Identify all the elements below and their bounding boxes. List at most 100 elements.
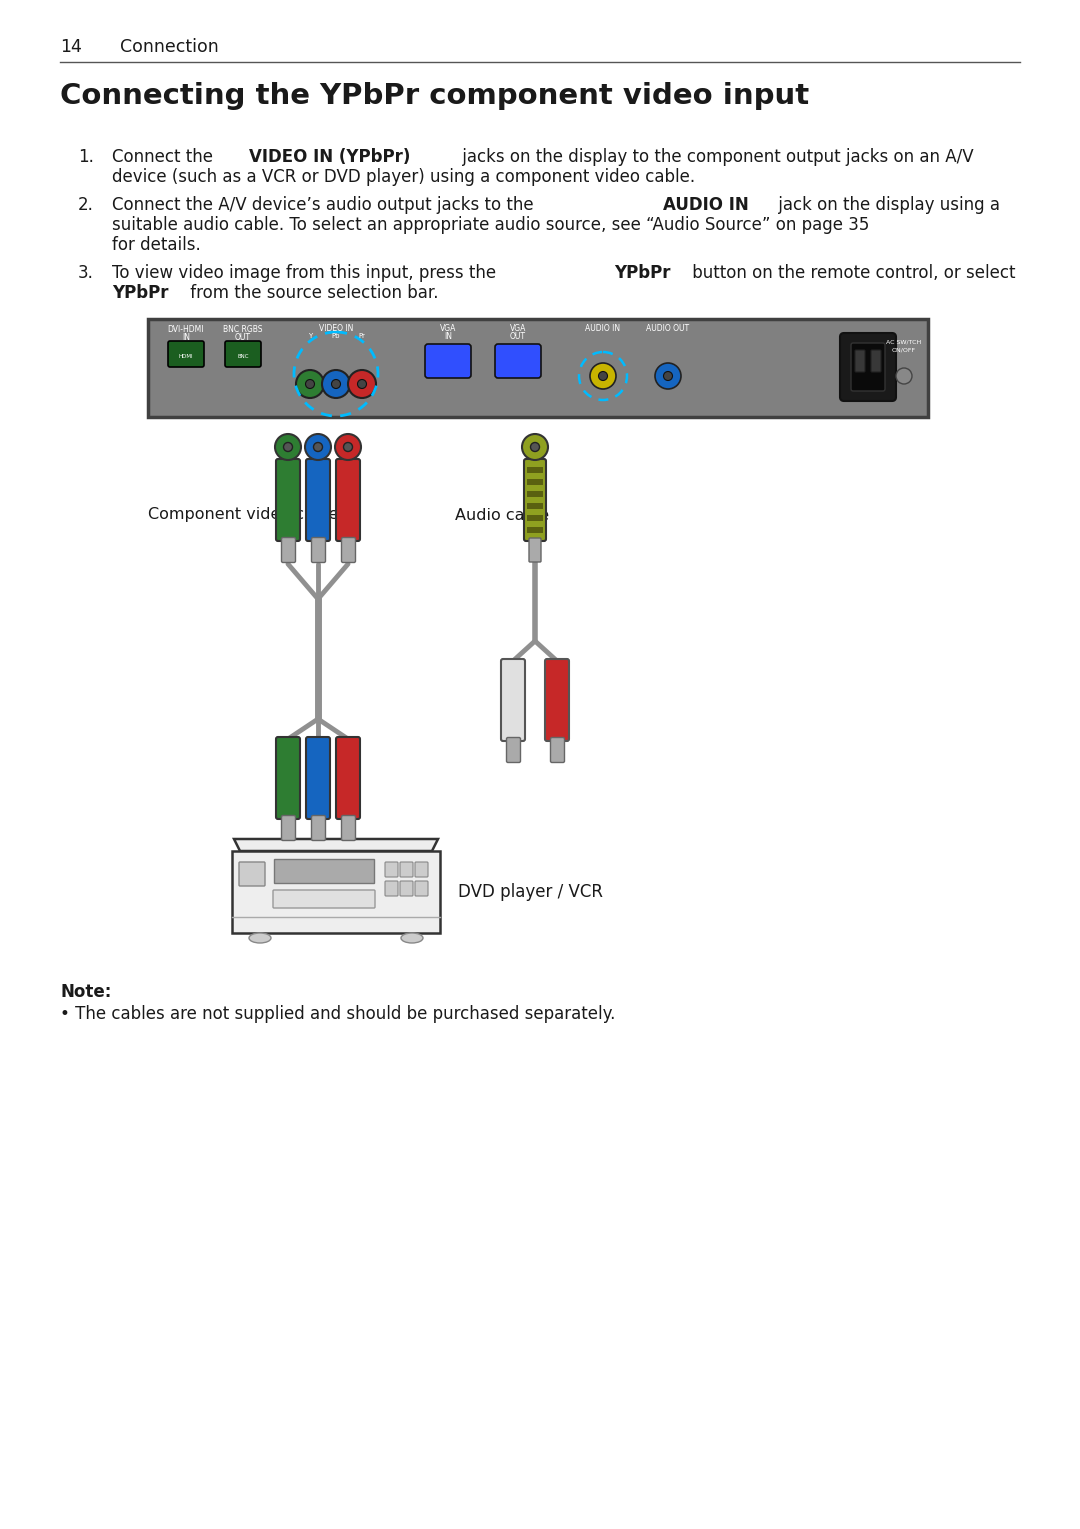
FancyBboxPatch shape xyxy=(341,538,355,563)
FancyBboxPatch shape xyxy=(855,350,865,372)
Polygon shape xyxy=(234,839,438,852)
Bar xyxy=(527,503,543,509)
Ellipse shape xyxy=(401,933,423,943)
FancyBboxPatch shape xyxy=(336,737,360,820)
Text: DVI-HDMI: DVI-HDMI xyxy=(167,326,204,333)
Text: Connect the A/V device’s audio output jacks to the: Connect the A/V device’s audio output ja… xyxy=(112,196,539,214)
Bar xyxy=(527,466,543,472)
Text: OUT: OUT xyxy=(235,333,251,342)
Bar xyxy=(527,491,543,497)
Circle shape xyxy=(663,372,673,381)
Text: IN: IN xyxy=(183,333,190,342)
Text: BNC RGBS: BNC RGBS xyxy=(224,326,262,333)
FancyBboxPatch shape xyxy=(507,737,521,763)
Text: To view video image from this input, press the: To view video image from this input, pre… xyxy=(112,265,501,281)
Circle shape xyxy=(348,370,376,398)
FancyBboxPatch shape xyxy=(311,815,325,841)
Text: button on the remote control, or select: button on the remote control, or select xyxy=(687,265,1016,281)
Text: VIDEO IN: VIDEO IN xyxy=(319,324,353,333)
Text: YPbPr: YPbPr xyxy=(112,284,168,303)
FancyBboxPatch shape xyxy=(273,890,375,908)
FancyBboxPatch shape xyxy=(501,659,525,742)
Text: 1.: 1. xyxy=(78,148,94,167)
FancyBboxPatch shape xyxy=(225,341,261,367)
Text: IN: IN xyxy=(444,332,453,341)
Text: • The cables are not supplied and should be purchased separately.: • The cables are not supplied and should… xyxy=(60,1005,616,1023)
Circle shape xyxy=(896,368,912,384)
FancyBboxPatch shape xyxy=(336,459,360,541)
FancyBboxPatch shape xyxy=(232,852,440,933)
Circle shape xyxy=(590,362,616,388)
FancyBboxPatch shape xyxy=(495,344,541,378)
Circle shape xyxy=(357,379,366,388)
FancyBboxPatch shape xyxy=(384,881,399,896)
Text: Audio cable: Audio cable xyxy=(455,508,549,523)
FancyBboxPatch shape xyxy=(870,350,881,372)
Text: jack on the display using a: jack on the display using a xyxy=(773,196,1000,214)
Bar xyxy=(527,479,543,485)
Text: OUT: OUT xyxy=(510,332,526,341)
Bar xyxy=(527,528,543,534)
Text: Component video cable: Component video cable xyxy=(148,508,338,523)
FancyBboxPatch shape xyxy=(529,538,541,563)
Text: AUDIO IN: AUDIO IN xyxy=(663,196,748,214)
FancyBboxPatch shape xyxy=(415,881,428,896)
Circle shape xyxy=(306,379,314,388)
FancyBboxPatch shape xyxy=(148,320,928,417)
Text: Connection: Connection xyxy=(120,38,219,57)
Text: ON/OFF: ON/OFF xyxy=(892,347,916,352)
Text: Pr: Pr xyxy=(359,333,365,339)
Bar xyxy=(527,515,543,521)
Text: Connect the: Connect the xyxy=(112,148,218,167)
Text: from the source selection bar.: from the source selection bar. xyxy=(185,284,438,303)
FancyBboxPatch shape xyxy=(168,341,204,367)
FancyBboxPatch shape xyxy=(551,737,565,763)
Circle shape xyxy=(530,442,540,451)
FancyBboxPatch shape xyxy=(545,659,569,742)
Ellipse shape xyxy=(249,933,271,943)
FancyBboxPatch shape xyxy=(341,815,355,841)
FancyBboxPatch shape xyxy=(274,859,374,884)
Circle shape xyxy=(275,434,301,460)
Circle shape xyxy=(343,442,352,451)
Text: jacks on the display to the component output jacks on an A/V: jacks on the display to the component ou… xyxy=(457,148,974,167)
FancyBboxPatch shape xyxy=(840,333,896,401)
Circle shape xyxy=(332,379,340,388)
FancyBboxPatch shape xyxy=(524,459,546,541)
Text: suitable audio cable. To select an appropriate audio source, see “Audio Source” : suitable audio cable. To select an appro… xyxy=(112,216,869,234)
Circle shape xyxy=(313,442,323,451)
Circle shape xyxy=(322,370,350,398)
Circle shape xyxy=(305,434,330,460)
Text: Note:: Note: xyxy=(60,983,111,1001)
Circle shape xyxy=(335,434,361,460)
Circle shape xyxy=(283,442,293,451)
Circle shape xyxy=(598,372,607,381)
FancyBboxPatch shape xyxy=(239,862,265,885)
FancyBboxPatch shape xyxy=(306,459,330,541)
Text: BNC: BNC xyxy=(238,353,248,358)
Text: VIDEO IN (YPbPr): VIDEO IN (YPbPr) xyxy=(249,148,410,167)
FancyBboxPatch shape xyxy=(276,737,300,820)
FancyBboxPatch shape xyxy=(400,881,413,896)
Text: device (such as a VCR or DVD player) using a component video cable.: device (such as a VCR or DVD player) usi… xyxy=(112,168,696,187)
FancyBboxPatch shape xyxy=(426,344,471,378)
Text: 2.: 2. xyxy=(78,196,94,214)
Text: VGA: VGA xyxy=(510,324,526,333)
Text: AC SW/TCH: AC SW/TCH xyxy=(887,339,921,344)
FancyBboxPatch shape xyxy=(282,815,296,841)
Text: for details.: for details. xyxy=(112,235,201,254)
Text: DVD player / VCR: DVD player / VCR xyxy=(458,884,603,901)
Text: Pb: Pb xyxy=(332,333,340,339)
Text: HDMI: HDMI xyxy=(178,353,193,358)
Circle shape xyxy=(522,434,548,460)
Circle shape xyxy=(654,362,681,388)
FancyBboxPatch shape xyxy=(282,538,296,563)
Text: AUDIO IN: AUDIO IN xyxy=(585,324,621,333)
Text: Connecting the YPbPr component video input: Connecting the YPbPr component video inp… xyxy=(60,83,809,110)
Text: VGA: VGA xyxy=(440,324,456,333)
FancyBboxPatch shape xyxy=(851,342,885,391)
Text: Y: Y xyxy=(308,333,312,339)
Text: 14: 14 xyxy=(60,38,82,57)
FancyBboxPatch shape xyxy=(276,459,300,541)
FancyBboxPatch shape xyxy=(384,862,399,878)
